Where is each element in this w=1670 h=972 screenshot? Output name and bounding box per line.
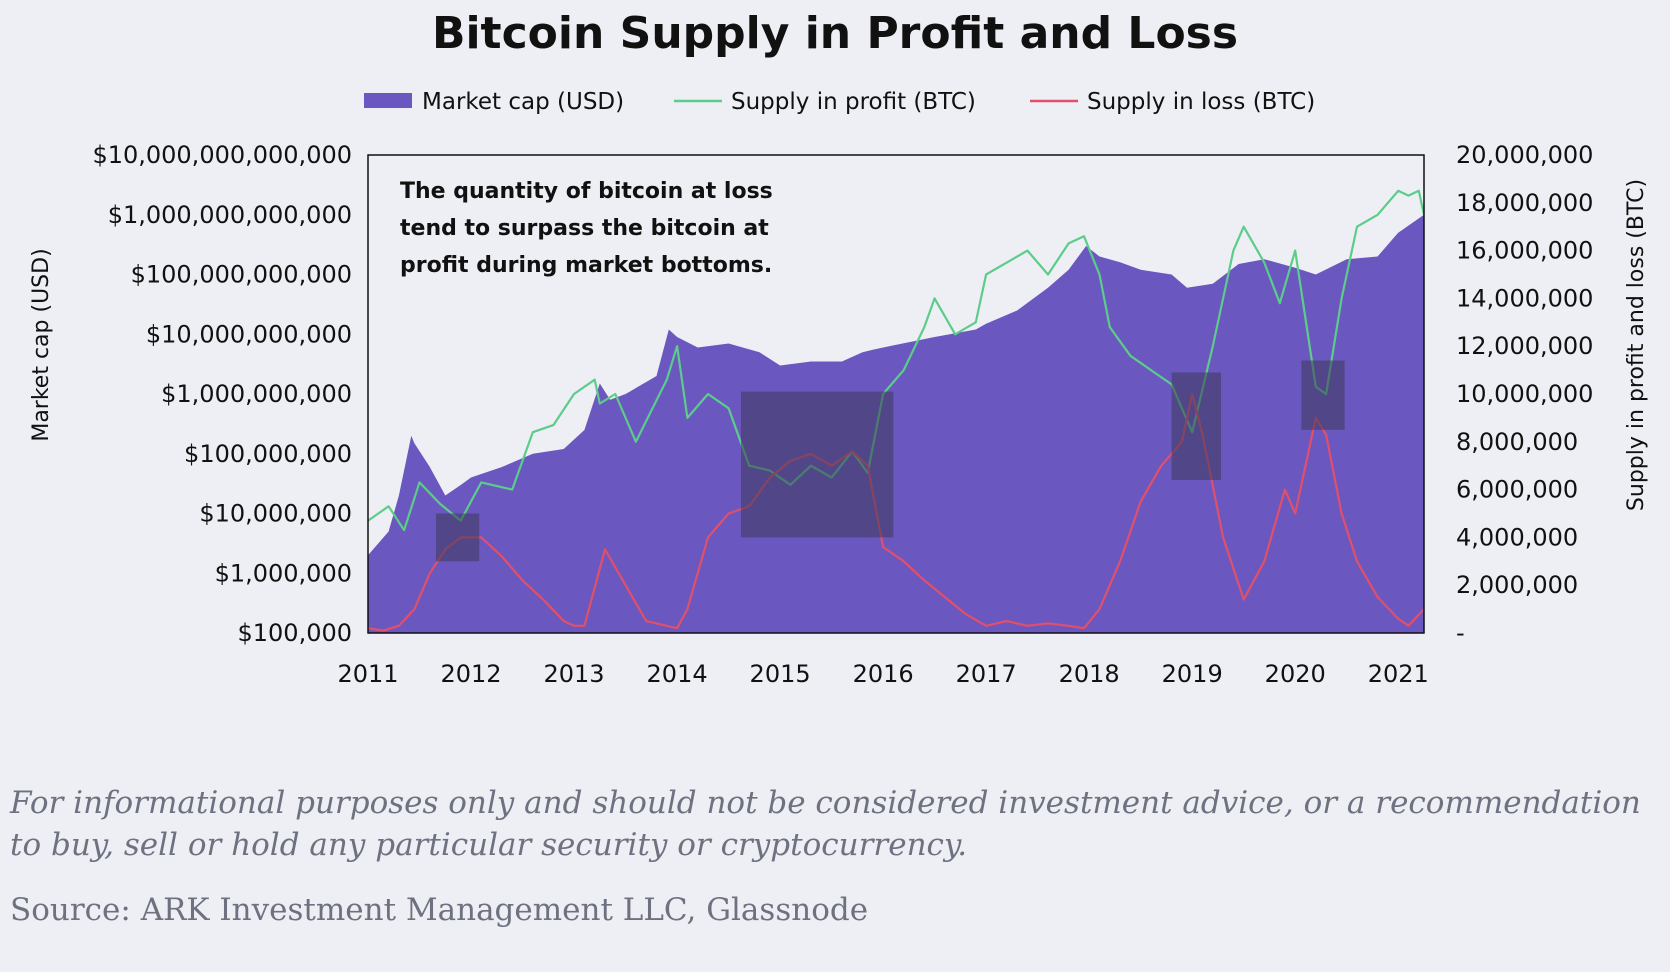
- highlight-box-3: [1171, 372, 1222, 481]
- annotation-line-1: The quantity of bitcoin at loss: [400, 179, 773, 204]
- legend: Market cap (USD) Supply in profit (BTC) …: [364, 89, 1315, 115]
- x-axis: 2011 2012 2013 2014 2015 2016 2017 2018 2019 2020…: [337, 660, 1428, 688]
- y-right-tick-label: 14,000,000: [1456, 284, 1593, 312]
- y-left-axis-title: Market cap (USD): [29, 248, 54, 441]
- annotation-line-2: tend to surpass the bitcoin at: [400, 216, 769, 241]
- y-left-tick-label: $1,000,000,000,000: [108, 201, 352, 229]
- y-right-tick-label: 10,000,000: [1456, 380, 1593, 408]
- disclaimer: For informational purposes only and shou…: [10, 785, 1641, 863]
- x-tick-label: 2016: [853, 660, 914, 688]
- supply-in-profit-line: [368, 189, 1424, 532]
- y-right-tick-label: 6,000,000: [1456, 476, 1578, 504]
- y-right-tick-label: 4,000,000: [1456, 523, 1578, 551]
- y-right-axis-title: Supply in profit and loss (BTC): [1624, 179, 1649, 511]
- x-tick-label: 2021: [1368, 660, 1429, 688]
- x-tick-label: 2012: [440, 660, 501, 688]
- plot-area: [368, 189, 1424, 633]
- y-right-tick-label: 2,000,000: [1456, 571, 1578, 599]
- x-tick-label: 2019: [1162, 660, 1223, 688]
- x-tick-label: 2013: [544, 660, 605, 688]
- highlight-box-2: [740, 391, 894, 538]
- y-left-tick-label: $10,000,000,000,000: [92, 141, 352, 169]
- y-right-tick-label: 12,000,000: [1456, 332, 1593, 360]
- x-tick-label: 2015: [750, 660, 811, 688]
- y-right-tick-label: 18,000,000: [1456, 189, 1593, 217]
- plot-frame: [367, 154, 1425, 634]
- annotation-line-3: profit during market bottoms.: [400, 253, 772, 278]
- x-tick-label: 2020: [1265, 660, 1326, 688]
- legend-label-supply-in-profit: Supply in profit (BTC): [731, 89, 976, 115]
- y-left-tick-label: $100,000,000,000: [131, 261, 352, 289]
- y-left-tick-label: $1,000,000: [215, 559, 352, 587]
- y-left-tick-label: $10,000,000: [199, 500, 352, 528]
- legend-label-market-cap: Market cap (USD): [422, 89, 624, 115]
- chart-title: Bitcoin Supply in Profit and Loss: [432, 8, 1238, 59]
- y-left-tick-label: $10,000,000,000: [146, 320, 352, 348]
- y-right-axis: - 2,000,000 4,000,000 6,000,000 8,000,000 10,…: [1456, 141, 1593, 647]
- supply-in-loss-line: [368, 392, 1424, 632]
- x-tick-label: 2017: [956, 660, 1017, 688]
- annotation: The quantity of bitcoin at loss tend to …: [400, 179, 773, 278]
- market-cap-area: [368, 214, 1424, 633]
- highlight-box-1: [435, 513, 480, 562]
- y-left-axis: $100,000 $1,000,000 $10,000,000 $100,000,00…: [92, 141, 352, 647]
- highlight-box-4: [1301, 360, 1345, 430]
- x-tick-label: 2018: [1059, 660, 1120, 688]
- source-note: Source: ARK Investment Management LLC, G…: [10, 892, 869, 928]
- chart: Bitcoin Supply in Profit and Loss Market…: [29, 8, 1649, 688]
- legend-label-supply-in-loss: Supply in loss (BTC): [1087, 89, 1315, 115]
- y-left-tick-label: $1,000,000,000: [161, 380, 352, 408]
- y-right-tick-label: 16,000,000: [1456, 237, 1593, 265]
- legend-swatch-market-cap: [364, 93, 412, 108]
- y-left-tick-label: $100,000: [237, 619, 352, 647]
- x-tick-label: 2014: [647, 660, 708, 688]
- x-tick-label: 2011: [337, 660, 398, 688]
- y-left-tick-label: $100,000,000: [184, 440, 352, 468]
- y-right-tick-label: 8,000,000: [1456, 428, 1578, 456]
- y-right-tick-label: -: [1456, 619, 1465, 647]
- y-right-tick-label: 20,000,000: [1456, 141, 1593, 169]
